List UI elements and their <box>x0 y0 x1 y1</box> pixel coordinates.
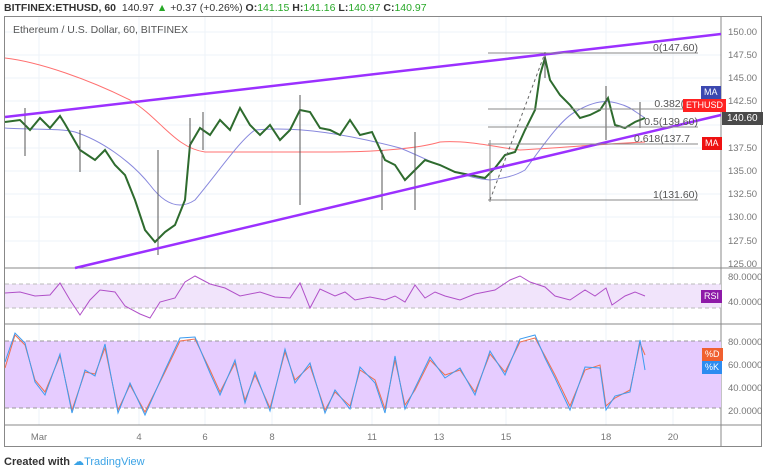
low-value: 140.97 <box>348 2 381 14</box>
svg-text:147.50: 147.50 <box>728 50 757 61</box>
svg-text:4: 4 <box>136 432 141 443</box>
svg-text:Mar: Mar <box>31 432 47 443</box>
time-axis[interactable]: Mar 4 6 8 11 13 15 18 20 <box>31 432 678 443</box>
tradingview-link[interactable]: TradingView <box>84 456 145 468</box>
svg-text:20.0000: 20.0000 <box>728 406 762 417</box>
open-value: 141.15 <box>257 2 290 14</box>
svg-text:60.0000: 60.0000 <box>728 360 762 371</box>
svg-text:137.50: 137.50 <box>728 143 757 154</box>
stoch-band-lines <box>5 340 721 409</box>
svg-text:0.5(139.60): 0.5(139.60) <box>644 116 698 128</box>
chart-frame[interactable] <box>4 16 762 447</box>
svg-text:8: 8 <box>269 432 274 443</box>
up-arrow-icon: ▲ <box>156 2 168 14</box>
svg-text:130.00: 130.00 <box>728 212 757 223</box>
svg-text:40.0000: 40.0000 <box>728 383 762 394</box>
ethusd-badge: ETHUSD <box>683 99 727 112</box>
close-value: 140.97 <box>394 2 427 14</box>
ma-blue-badge: MA <box>701 86 721 99</box>
created-with-text: Created with <box>4 456 71 468</box>
last-price: 140.97 <box>121 2 154 14</box>
rsi-line <box>4 275 646 319</box>
last-price-badge: 140.60 <box>722 112 763 125</box>
svg-text:80.0000: 80.0000 <box>728 272 762 283</box>
high-label: H: <box>292 2 304 14</box>
svg-text:145.00: 145.00 <box>728 73 757 84</box>
chart-title: Ethereum / U.S. Dollar, 60, BITFINEX <box>13 24 189 36</box>
svg-text:15: 15 <box>501 432 512 443</box>
svg-text:132.50: 132.50 <box>728 189 757 200</box>
symbol-name: BITFINEX:ETHUSD, 60 <box>4 2 117 14</box>
svg-text:40.0000: 40.0000 <box>728 297 762 308</box>
svg-text:11: 11 <box>367 432 377 443</box>
svg-text:150.00: 150.00 <box>728 27 757 38</box>
fib-labels: 0(147.60) 0.382(1 0.5(139.60) 0.618(137.… <box>634 42 698 201</box>
svg-text:135.00: 135.00 <box>728 166 757 177</box>
symbol-header: BITFINEX:ETHUSD, 60 140.97 ▲ +0.37 (+0.2… <box>4 2 427 14</box>
fibonacci-retracement <box>488 52 698 202</box>
svg-text:6: 6 <box>202 432 207 443</box>
high-value: 141.16 <box>303 2 336 14</box>
fast-moving-average <box>4 101 646 206</box>
svg-text:18: 18 <box>601 432 612 443</box>
svg-text:1(131.60): 1(131.60) <box>653 189 698 201</box>
price-change: +0.37 (+0.26%) <box>170 2 243 14</box>
svg-text:0(147.60): 0(147.60) <box>653 42 698 54</box>
svg-text:0.382(1: 0.382(1 <box>654 98 690 110</box>
tradingview-logo-icon[interactable]: ☁ <box>73 456 85 468</box>
svg-text:80.0000: 80.0000 <box>728 337 762 348</box>
rsi-badge: RSI <box>701 290 723 303</box>
candle-wicks <box>24 52 641 255</box>
rsi-band <box>5 284 721 308</box>
open-label: O: <box>245 2 258 14</box>
svg-text:0.618(137.7: 0.618(137.7 <box>634 133 690 145</box>
ma-red-badge: MA <box>702 137 722 150</box>
stoch-k-badge: %K <box>702 361 723 374</box>
svg-text:127.50: 127.50 <box>728 236 757 247</box>
stoch-k-line <box>4 332 646 417</box>
svg-text:20: 20 <box>668 432 679 443</box>
svg-text:13: 13 <box>434 432 445 443</box>
rising-channel <box>4 32 722 270</box>
stoch-d-badge: %D <box>702 348 723 361</box>
price-candles <box>4 54 646 244</box>
svg-text:142.50: 142.50 <box>728 96 757 107</box>
price-axis[interactable]: 150.00 147.50 145.00 142.50 137.50 135.00 13… <box>728 27 762 417</box>
rsi-band-lines <box>5 283 721 309</box>
fib-trend-line <box>489 52 546 201</box>
low-label: L: <box>338 2 349 14</box>
svg-text:125.00: 125.00 <box>728 259 757 270</box>
close-label: C: <box>383 2 395 14</box>
footer-credit: Created with ☁TradingView <box>4 455 145 468</box>
